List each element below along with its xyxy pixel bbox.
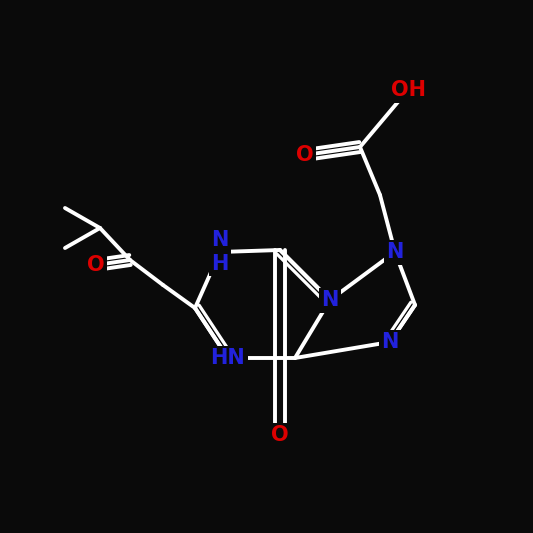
Text: O: O — [271, 425, 289, 445]
Text: N: N — [381, 332, 399, 352]
Text: HN: HN — [211, 348, 245, 368]
Text: O: O — [87, 255, 105, 275]
Text: N: N — [321, 290, 338, 310]
Text: OH: OH — [391, 80, 425, 100]
Text: O: O — [296, 145, 314, 165]
Text: N: N — [386, 242, 403, 262]
Text: N
H: N H — [211, 230, 229, 273]
